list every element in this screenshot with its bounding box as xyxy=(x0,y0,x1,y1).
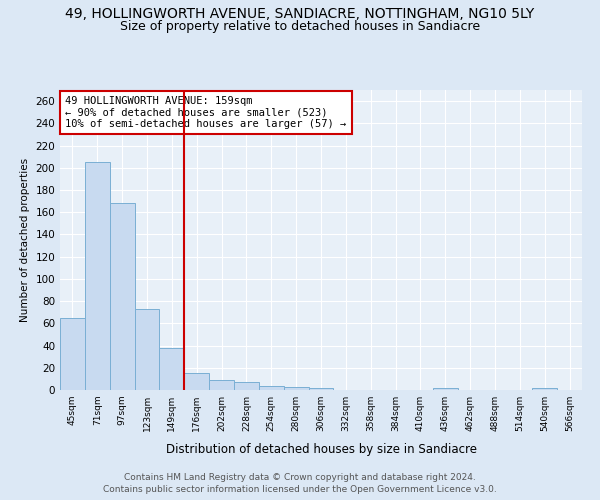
Text: Distribution of detached houses by size in Sandiacre: Distribution of detached houses by size … xyxy=(166,442,476,456)
Bar xyxy=(532,388,557,390)
Text: Size of property relative to detached houses in Sandiacre: Size of property relative to detached ho… xyxy=(120,20,480,33)
Bar xyxy=(284,386,308,390)
Bar xyxy=(110,204,134,390)
Text: 49, HOLLINGWORTH AVENUE, SANDIACRE, NOTTINGHAM, NG10 5LY: 49, HOLLINGWORTH AVENUE, SANDIACRE, NOTT… xyxy=(65,8,535,22)
Bar xyxy=(308,388,334,390)
Bar xyxy=(433,388,458,390)
Text: Contains HM Land Registry data © Crown copyright and database right 2024.: Contains HM Land Registry data © Crown c… xyxy=(124,472,476,482)
Bar xyxy=(85,162,110,390)
Bar xyxy=(160,348,184,390)
Bar xyxy=(209,380,234,390)
Bar xyxy=(60,318,85,390)
Bar xyxy=(134,309,160,390)
Y-axis label: Number of detached properties: Number of detached properties xyxy=(20,158,30,322)
Bar xyxy=(184,374,209,390)
Bar xyxy=(259,386,284,390)
Text: Contains public sector information licensed under the Open Government Licence v3: Contains public sector information licen… xyxy=(103,485,497,494)
Text: 49 HOLLINGWORTH AVENUE: 159sqm
← 90% of detached houses are smaller (523)
10% of: 49 HOLLINGWORTH AVENUE: 159sqm ← 90% of … xyxy=(65,96,346,129)
Bar xyxy=(234,382,259,390)
